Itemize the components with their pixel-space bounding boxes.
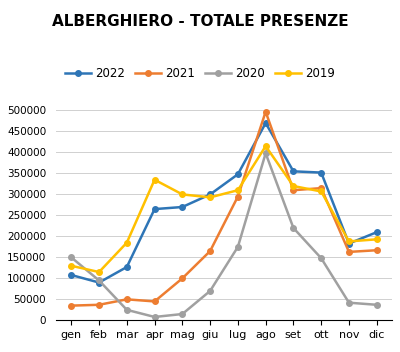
2021 [236,194,240,199]
2020 [97,278,102,283]
2022 [291,169,296,174]
2021 [97,303,102,307]
Line: 2020: 2020 [68,151,380,320]
2020 [263,151,268,155]
2022 [374,230,379,234]
2019 [124,240,129,245]
2021 [152,299,157,303]
2021 [208,249,212,253]
2019 [180,192,185,196]
2019 [69,264,74,268]
2022 [319,170,324,175]
2022 [124,265,129,269]
2022 [236,172,240,176]
2021 [69,303,74,308]
2022 [208,192,212,196]
2022 [69,273,74,277]
2019 [97,270,102,274]
2020 [346,301,351,305]
2022 [180,205,185,209]
2019 [291,184,296,188]
2021 [124,297,129,301]
2021 [346,250,351,254]
2021 [263,109,268,114]
2020 [236,245,240,249]
2020 [319,256,324,260]
Text: ALBERGHIERO - TOTALE PRESENZE: ALBERGHIERO - TOTALE PRESENZE [52,14,348,29]
2020 [180,312,185,316]
2019 [346,239,351,244]
2019 [319,189,324,194]
2020 [374,303,379,307]
2022 [152,207,157,211]
2021 [180,276,185,281]
2020 [124,308,129,312]
2021 [319,186,324,190]
2019 [374,237,379,241]
2022 [97,281,102,285]
2020 [291,226,296,230]
2020 [152,315,157,319]
2022 [346,241,351,246]
2020 [69,255,74,259]
Line: 2022: 2022 [68,120,380,285]
2020 [208,289,212,293]
Line: 2021: 2021 [68,109,380,308]
2019 [208,195,212,200]
Line: 2019: 2019 [68,143,380,275]
2022 [263,121,268,125]
2019 [263,144,268,148]
2019 [152,178,157,182]
2021 [374,248,379,252]
2021 [291,188,296,192]
2019 [236,188,240,192]
Legend: 2022, 2021, 2020, 2019: 2022, 2021, 2020, 2019 [60,62,340,85]
